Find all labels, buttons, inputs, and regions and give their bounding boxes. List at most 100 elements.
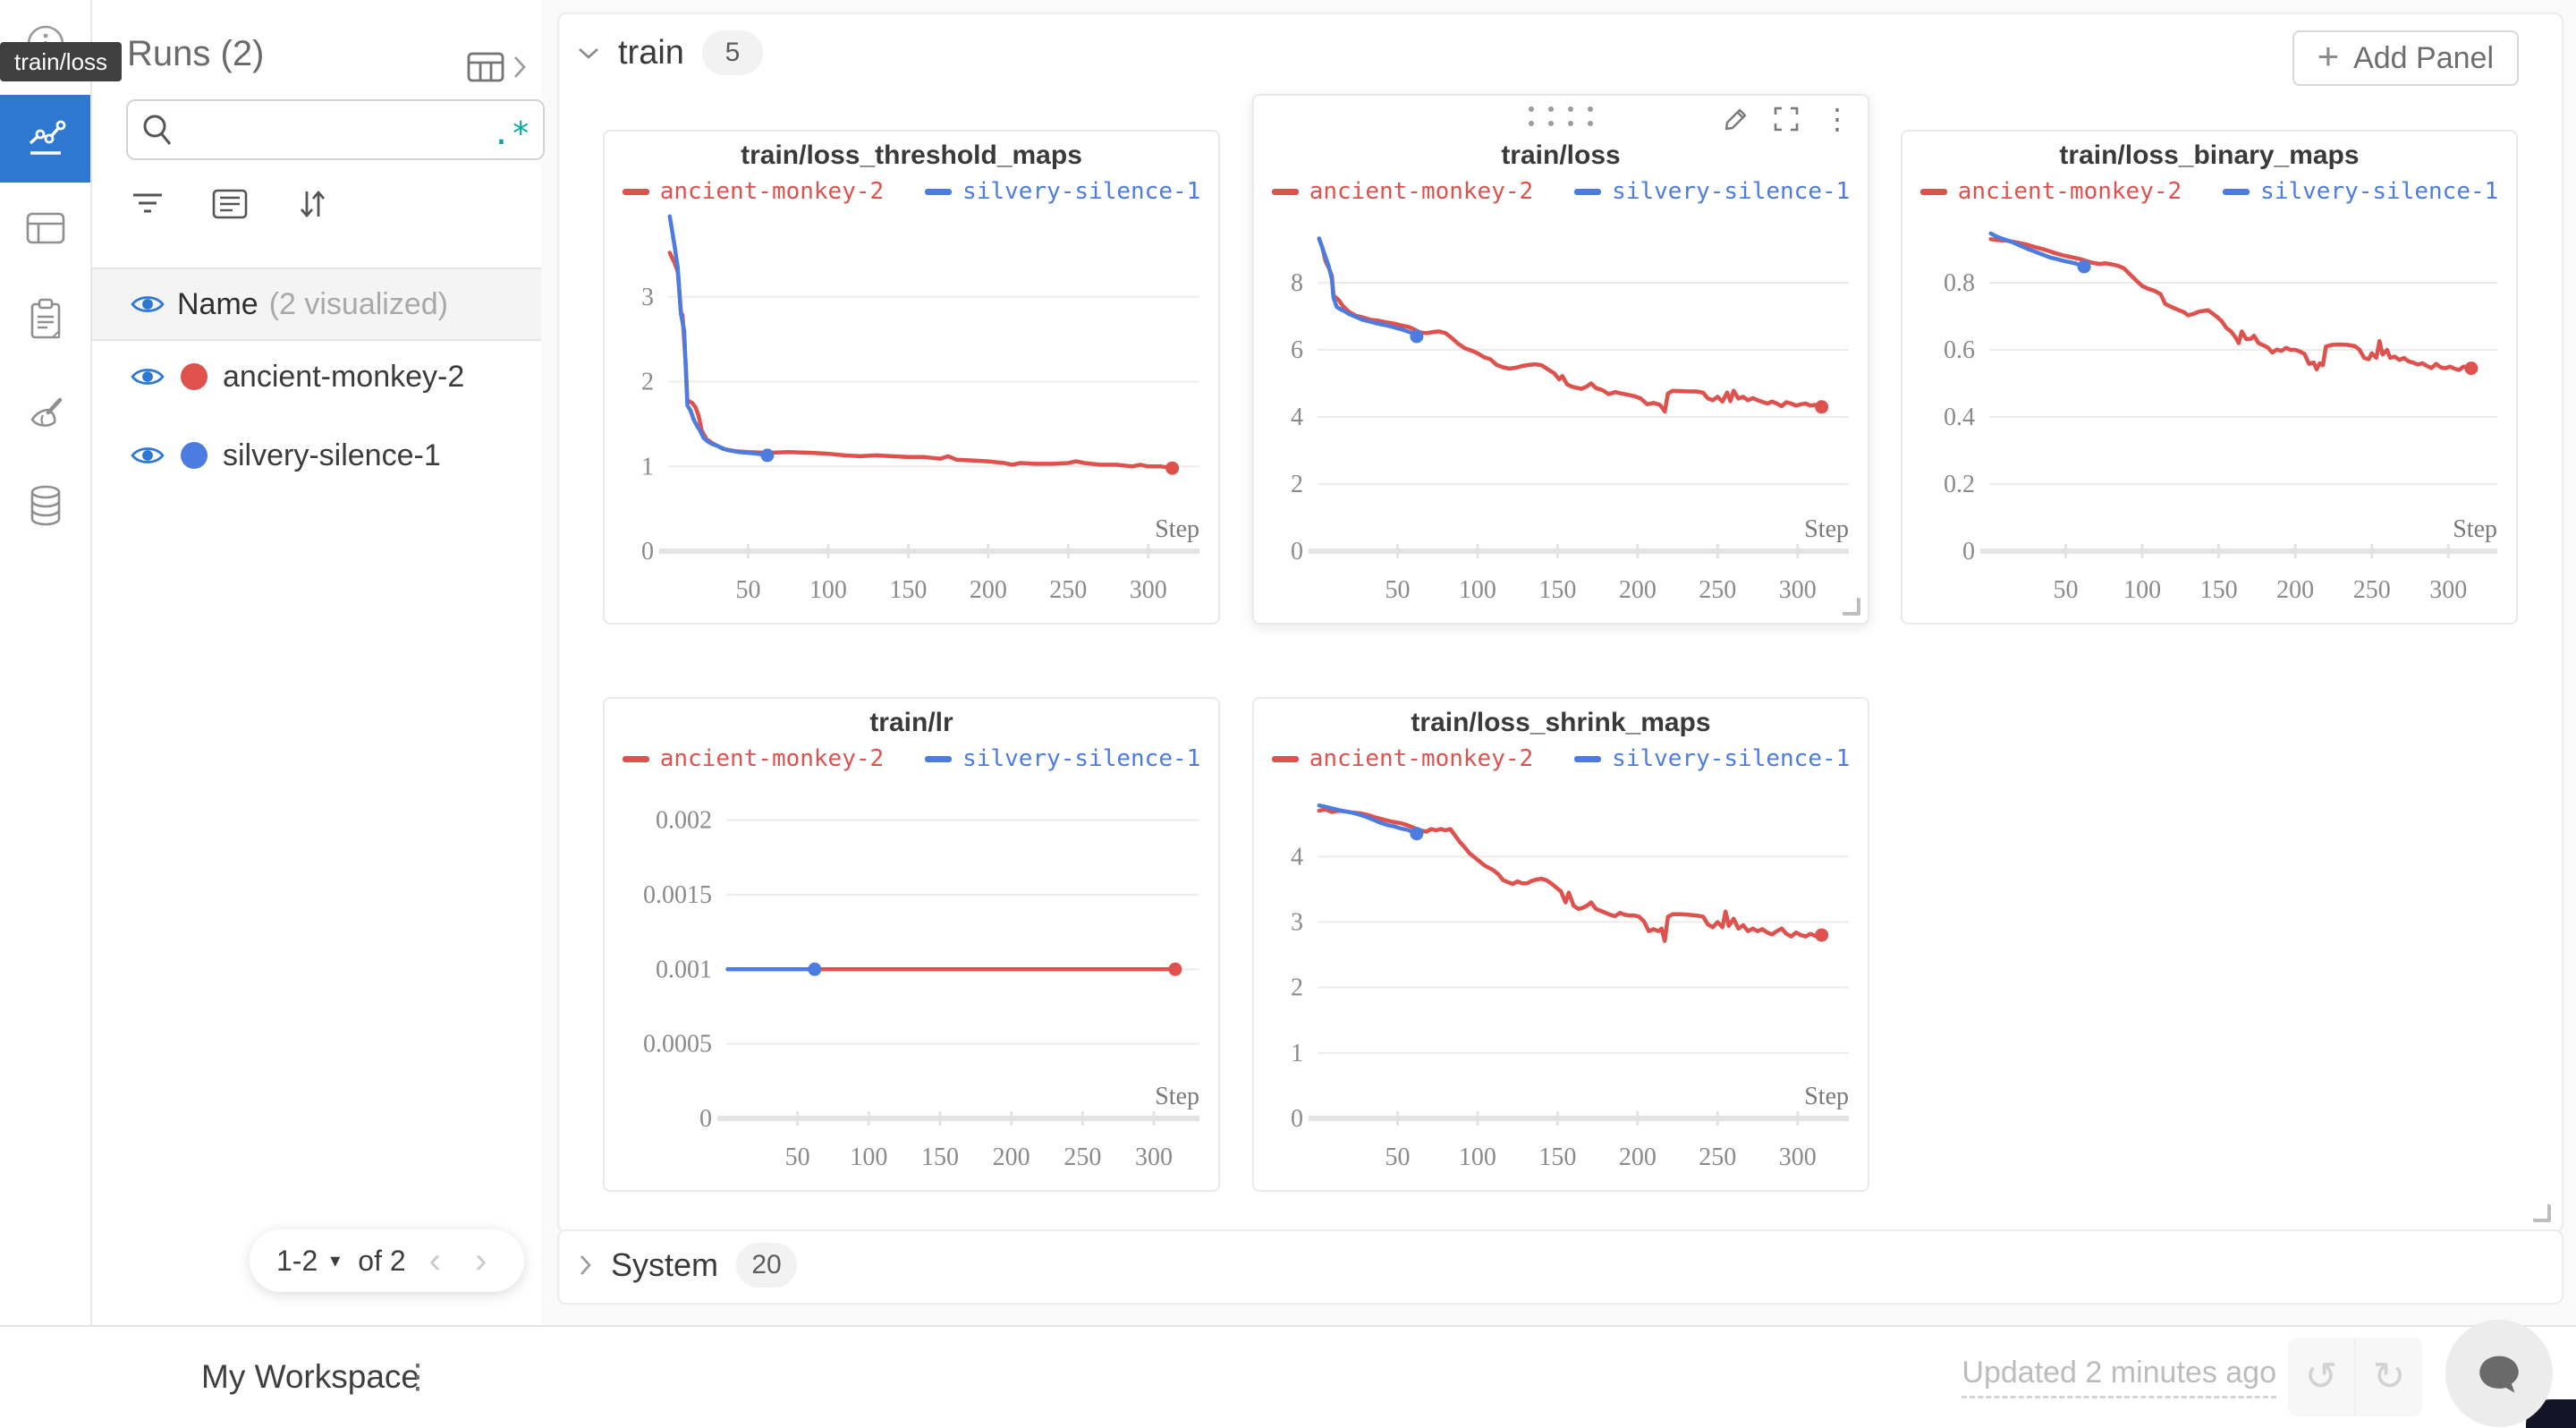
legend-entry[interactable]: ancient-monkey-2 — [622, 745, 884, 772]
legend-entry[interactable]: ancient-monkey-2 — [1271, 745, 1533, 772]
redo-icon: ↻ — [2372, 1355, 2406, 1398]
chart-panel[interactable]: train/lr ancient-monkey-2 silvery-silence-… — [603, 697, 1220, 1192]
drag-handle-icon[interactable] — [1529, 106, 1593, 126]
caret-down-icon[interactable]: ▾ — [330, 1249, 341, 1271]
nav-runs-table[interactable] — [0, 184, 90, 272]
page-range-dropdown[interactable]: 1-2 — [276, 1244, 318, 1277]
chart-title: train/loss_binary_maps — [2059, 140, 2360, 170]
legend-entry[interactable]: silvery-silence-1 — [1574, 178, 1850, 205]
add-panel-button[interactable]: + Add Panel — [2292, 30, 2519, 86]
legend-entry[interactable]: silvery-silence-1 — [925, 178, 1200, 205]
chart-plot[interactable]: 0 0.2 0.4 0.6 0.8 50 100 150 200 250 300 Step — [1902, 207, 2520, 616]
run-visibility-toggle[interactable] — [131, 364, 165, 389]
svg-text:50: 50 — [1385, 576, 1410, 604]
broom-icon — [23, 394, 68, 438]
svg-text:50: 50 — [785, 1143, 810, 1171]
add-panel-label: Add Panel — [2353, 40, 2494, 75]
svg-text:Step: Step — [1155, 515, 1199, 543]
next-page-button[interactable]: › — [475, 1240, 487, 1280]
chevron-down-icon — [577, 45, 600, 61]
legend-entry[interactable]: ancient-monkey-2 — [1271, 178, 1533, 205]
chart-title: train/loss_threshold_maps — [741, 140, 1082, 170]
runs-toolbar — [128, 184, 332, 224]
edit-panel-button[interactable] — [1723, 106, 1750, 132]
panel-resize-handle[interactable] — [1843, 598, 1860, 616]
panel-controls: ⋮ — [1723, 105, 1852, 133]
svg-text:8: 8 — [1291, 269, 1303, 297]
filter-button[interactable] — [128, 184, 167, 224]
svg-text:Step: Step — [1155, 1083, 1199, 1110]
legend-entry[interactable]: silvery-silence-1 — [2223, 178, 2498, 205]
regex-toggle-icon[interactable]: .* — [491, 115, 530, 152]
sort-button[interactable] — [292, 184, 332, 224]
train-panel-count-badge: 5 — [701, 30, 763, 75]
section-resize-handle[interactable] — [2533, 1204, 2551, 1222]
panel-menu-button[interactable]: ⋮ — [1823, 103, 1852, 135]
svg-text:3: 3 — [641, 284, 654, 311]
nav-logs[interactable] — [0, 276, 90, 363]
undo-icon: ↺ — [2304, 1355, 2338, 1398]
svg-text:100: 100 — [2123, 576, 2161, 604]
svg-text:200: 200 — [1619, 576, 1657, 604]
system-section-header[interactable]: System 20 — [577, 1231, 798, 1299]
run-visibility-toggle[interactable] — [131, 443, 165, 468]
nav-artifacts[interactable] — [0, 462, 90, 549]
run-name: ancient-monkey-2 — [223, 359, 465, 394]
chevron-right-icon — [511, 54, 529, 81]
system-section-card: System 20 — [557, 1229, 2563, 1305]
run-row[interactable]: silvery-silence-1 — [92, 416, 541, 495]
visibility-all-icon[interactable] — [131, 292, 165, 317]
chart-legend: ancient-monkey-2 silvery-silence-1 — [1254, 176, 1868, 207]
run-color-dot — [181, 442, 208, 469]
svg-text:0.0005: 0.0005 — [643, 1031, 712, 1058]
chart-plot[interactable]: 0 2 4 6 8 50 100 150 200 250 300 Step — [1254, 207, 1871, 616]
chart-legend: ancient-monkey-2 silvery-silence-1 — [1902, 176, 2516, 207]
runs-pagination: 1-2 ▾ of 2 ‹ › — [250, 1229, 525, 1292]
svg-text:200: 200 — [1619, 1143, 1657, 1171]
legend-entry[interactable]: ancient-monkey-2 — [622, 178, 885, 205]
updated-status[interactable]: Updated 2 minutes ago — [1962, 1327, 2276, 1426]
chat-button[interactable] — [2445, 1320, 2553, 1427]
runs-sidebar: Runs (2) .* — [92, 0, 545, 1325]
svg-text:100: 100 — [1459, 576, 1496, 604]
chart-plot[interactable]: 0 0.0005 0.001 0.0015 0.002 50 100 150 200 250 300… — [605, 774, 1222, 1184]
columns-button[interactable] — [210, 184, 250, 224]
search-input[interactable] — [183, 114, 483, 146]
open-runs-table-button[interactable] — [466, 47, 529, 87]
undo-button[interactable]: ↺ — [2288, 1338, 2354, 1416]
legend-entry[interactable]: silvery-silence-1 — [1574, 745, 1850, 772]
list-icon — [211, 188, 249, 220]
chart-panel[interactable]: train/loss_shrink_maps ancient-monkey-2 si… — [1252, 697, 1869, 1192]
chart-plot[interactable]: 0 1 2 3 50 100 150 200 250 300 Step — [605, 207, 1222, 616]
page-total-label: of 2 — [358, 1244, 406, 1277]
system-panel-count-badge: 20 — [736, 1243, 798, 1288]
svg-text:300: 300 — [1130, 576, 1167, 604]
chart-title: train/loss_shrink_maps — [1411, 708, 1711, 737]
nav-sweeps[interactable] — [0, 372, 90, 460]
legend-entry[interactable]: silvery-silence-1 — [925, 745, 1200, 772]
chart-panel[interactable]: ⋮ train/loss ancient-monkey-2 silvery-silen… — [1252, 94, 1869, 625]
redo-button[interactable]: ↻ — [2356, 1338, 2422, 1416]
chart-panel[interactable]: train/loss_binary_maps ancient-monkey-2 si… — [1901, 130, 2518, 625]
chart-plot[interactable]: 0 1 2 3 4 50 100 150 200 250 300 Step — [1254, 774, 1871, 1184]
nav-workspace-charts[interactable] — [0, 95, 90, 183]
run-row[interactable]: ancient-monkey-2 — [92, 337, 541, 416]
svg-text:0.2: 0.2 — [1944, 471, 1975, 498]
workspace-menu-button[interactable]: ⋮ — [401, 1327, 435, 1426]
chart-legend: ancient-monkey-2 silvery-silence-1 — [605, 176, 1218, 207]
train-section-header[interactable]: train 5 — [577, 14, 763, 91]
runs-header-row[interactable]: Name (2 visualized) — [92, 268, 541, 341]
prev-page-button[interactable]: ‹ — [428, 1240, 441, 1280]
left-nav-rail — [0, 0, 92, 1325]
svg-text:100: 100 — [1459, 1143, 1496, 1171]
svg-text:3: 3 — [1291, 908, 1303, 936]
legend-run-name: ancient-monkey-2 — [659, 178, 885, 205]
workspace-footer: My Workspace ⋮ Updated 2 minutes ago ↺ ↻ — [0, 1320, 2576, 1428]
legend-entry[interactable]: ancient-monkey-2 — [1919, 178, 2182, 205]
chart-panel[interactable]: train/loss_threshold_maps ancient-monkey-… — [603, 130, 1220, 625]
svg-text:50: 50 — [1385, 1143, 1410, 1171]
svg-text:250: 250 — [1699, 1143, 1736, 1171]
expand-icon — [1773, 106, 1800, 132]
chevron-right-icon — [577, 1254, 593, 1277]
fullscreen-panel-button[interactable] — [1773, 106, 1800, 132]
